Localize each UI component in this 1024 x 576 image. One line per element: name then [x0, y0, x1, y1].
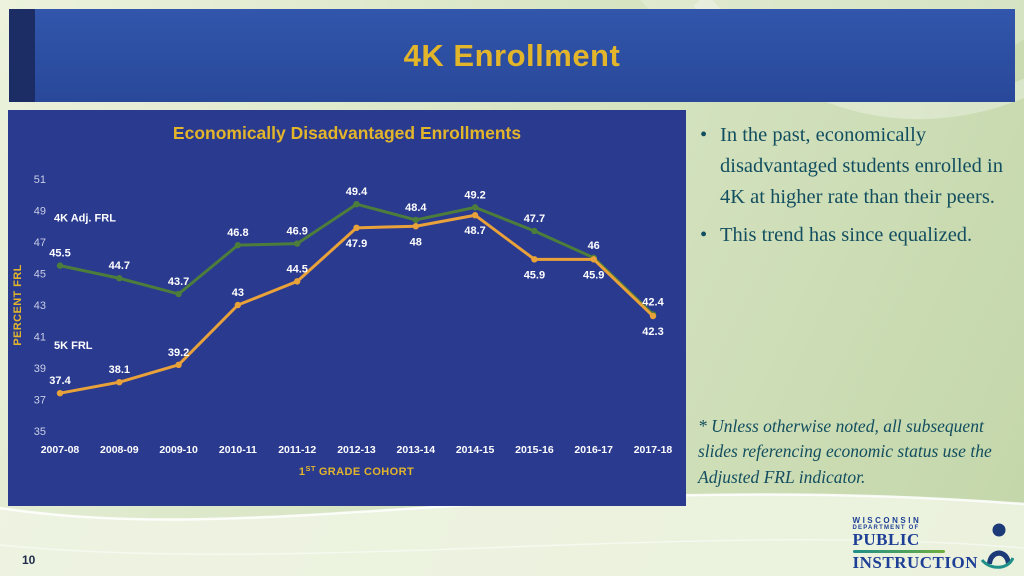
svg-text:2007-08: 2007-08	[41, 444, 80, 456]
svg-text:45.5: 45.5	[49, 248, 70, 260]
page-number: 10	[22, 553, 36, 567]
svg-text:5K FRL: 5K FRL	[54, 340, 93, 352]
dpi-logo: WISCONSIN DEPARTMENT OF PUBLIC INSTRUCTI…	[852, 515, 1014, 573]
svg-text:47.7: 47.7	[524, 213, 545, 225]
svg-text:37: 37	[34, 395, 46, 407]
svg-text:2015-16: 2015-16	[515, 444, 554, 456]
notes-column: In the past, economically disadvantaged …	[698, 120, 1018, 259]
svg-text:2010-11: 2010-11	[219, 444, 257, 456]
svg-text:45.9: 45.9	[524, 269, 545, 281]
svg-text:37.4: 37.4	[49, 375, 71, 387]
svg-text:46.9: 46.9	[286, 226, 307, 238]
bullet-item: In the past, economically disadvantaged …	[698, 120, 1018, 212]
svg-text:2008-09: 2008-09	[100, 444, 139, 456]
svg-text:44.5: 44.5	[286, 263, 307, 275]
header-accent-bar	[9, 9, 35, 102]
svg-text:49.4: 49.4	[346, 186, 368, 198]
svg-text:2013-14: 2013-14	[397, 444, 436, 456]
svg-text:46: 46	[588, 240, 600, 252]
svg-text:35: 35	[34, 426, 46, 438]
dpi-logo-text: WISCONSIN DEPARTMENT OF PUBLIC INSTRUCTI…	[852, 515, 978, 573]
svg-text:44.7: 44.7	[109, 260, 130, 272]
svg-text:39: 39	[34, 363, 46, 375]
svg-text:42.3: 42.3	[642, 326, 663, 338]
svg-text:39.2: 39.2	[168, 347, 189, 359]
svg-text:45: 45	[34, 269, 46, 281]
bullet-list: In the past, economically disadvantaged …	[698, 120, 1018, 251]
svg-text:49.2: 49.2	[464, 189, 485, 201]
bullet-text: In the past, economically disadvantaged …	[720, 124, 1003, 208]
svg-text:2016-17: 2016-17	[574, 444, 613, 456]
svg-text:48.4: 48.4	[405, 202, 427, 214]
logo-line-instruction: INSTRUCTION	[852, 553, 978, 573]
svg-text:PERCENT FRL: PERCENT FRL	[12, 264, 24, 345]
logo-line-public: PUBLIC	[852, 530, 920, 550]
svg-text:47: 47	[34, 237, 46, 249]
svg-text:2009-10: 2009-10	[159, 444, 198, 456]
svg-text:43: 43	[34, 300, 46, 312]
svg-text:49: 49	[34, 206, 46, 218]
svg-text:2012-13: 2012-13	[337, 444, 376, 456]
svg-text:2011-12: 2011-12	[278, 444, 316, 456]
svg-text:41: 41	[34, 332, 46, 344]
bullet-text: This trend has since equalized.	[720, 224, 973, 247]
bullet-item: This trend has since equalized.	[698, 220, 1018, 251]
svg-text:48: 48	[410, 236, 422, 248]
svg-text:46.8: 46.8	[227, 227, 248, 239]
logo-line-department: DEPARTMENT OF	[852, 525, 920, 532]
slide-header: 4K Enrollment	[9, 9, 1015, 102]
chart-panel: Economically Disadvantaged Enrollments 5…	[8, 110, 686, 506]
person-icon	[980, 523, 1014, 569]
logo-line-wisconsin: WISCONSIN	[852, 515, 922, 525]
svg-text:42.4: 42.4	[642, 296, 664, 308]
slide-title: 4K Enrollment	[403, 37, 621, 73]
chart-title: Economically Disadvantaged Enrollments	[172, 123, 522, 143]
svg-text:43.7: 43.7	[168, 276, 189, 288]
svg-text:4K Adj. FRL: 4K Adj. FRL	[54, 213, 116, 225]
svg-text:2014-15: 2014-15	[456, 444, 495, 456]
svg-text:43: 43	[232, 287, 244, 299]
svg-text:47.9: 47.9	[346, 238, 367, 250]
svg-text:45.9: 45.9	[583, 269, 604, 281]
chart-svg: 51 49 47 45 43 41 39 37 35 PERCENT FRL 2007-08 2008…	[12, 174, 673, 478]
svg-text:51: 51	[34, 174, 46, 186]
svg-text:48.7: 48.7	[464, 225, 485, 237]
logo-swoosh	[852, 550, 945, 554]
svg-text:38.1: 38.1	[109, 364, 130, 376]
svg-text:2017-18: 2017-18	[634, 444, 673, 456]
footnote: * Unless otherwise noted, all subsequent…	[698, 416, 992, 487]
